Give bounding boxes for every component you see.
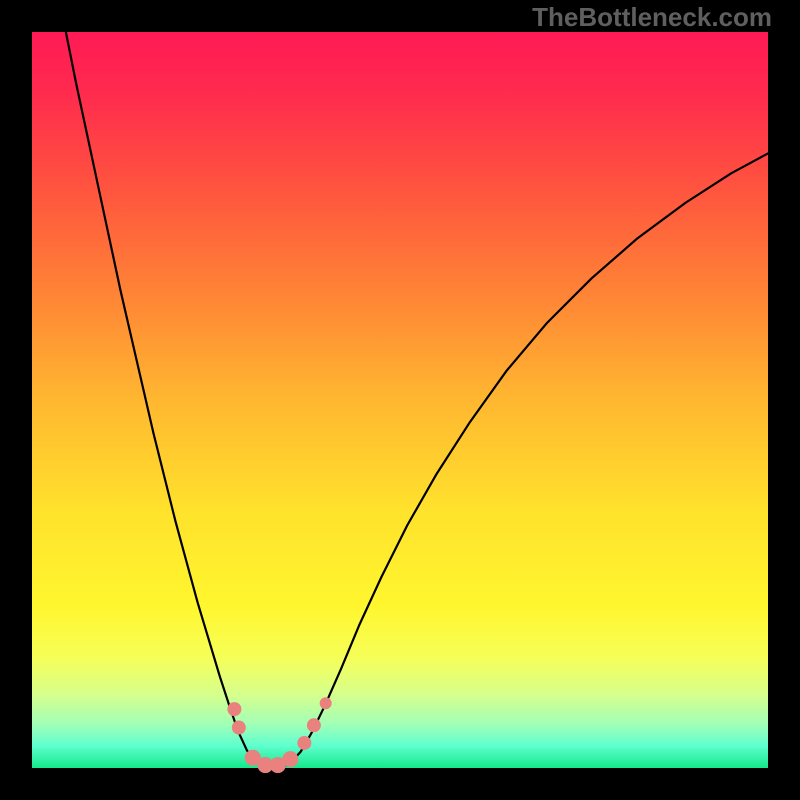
curve-marker — [282, 751, 298, 767]
curve-markers — [227, 697, 331, 773]
curve-marker — [232, 721, 246, 735]
plot-area — [32, 32, 768, 768]
curve-marker — [320, 697, 332, 709]
bottleneck-curve — [66, 32, 768, 768]
stage: TheBottleneck.com — [0, 0, 800, 800]
curve-marker — [227, 702, 241, 716]
curve-marker — [307, 718, 321, 732]
chart-svg — [32, 32, 768, 768]
watermark-text: TheBottleneck.com — [532, 2, 772, 33]
curve-marker — [297, 736, 311, 750]
